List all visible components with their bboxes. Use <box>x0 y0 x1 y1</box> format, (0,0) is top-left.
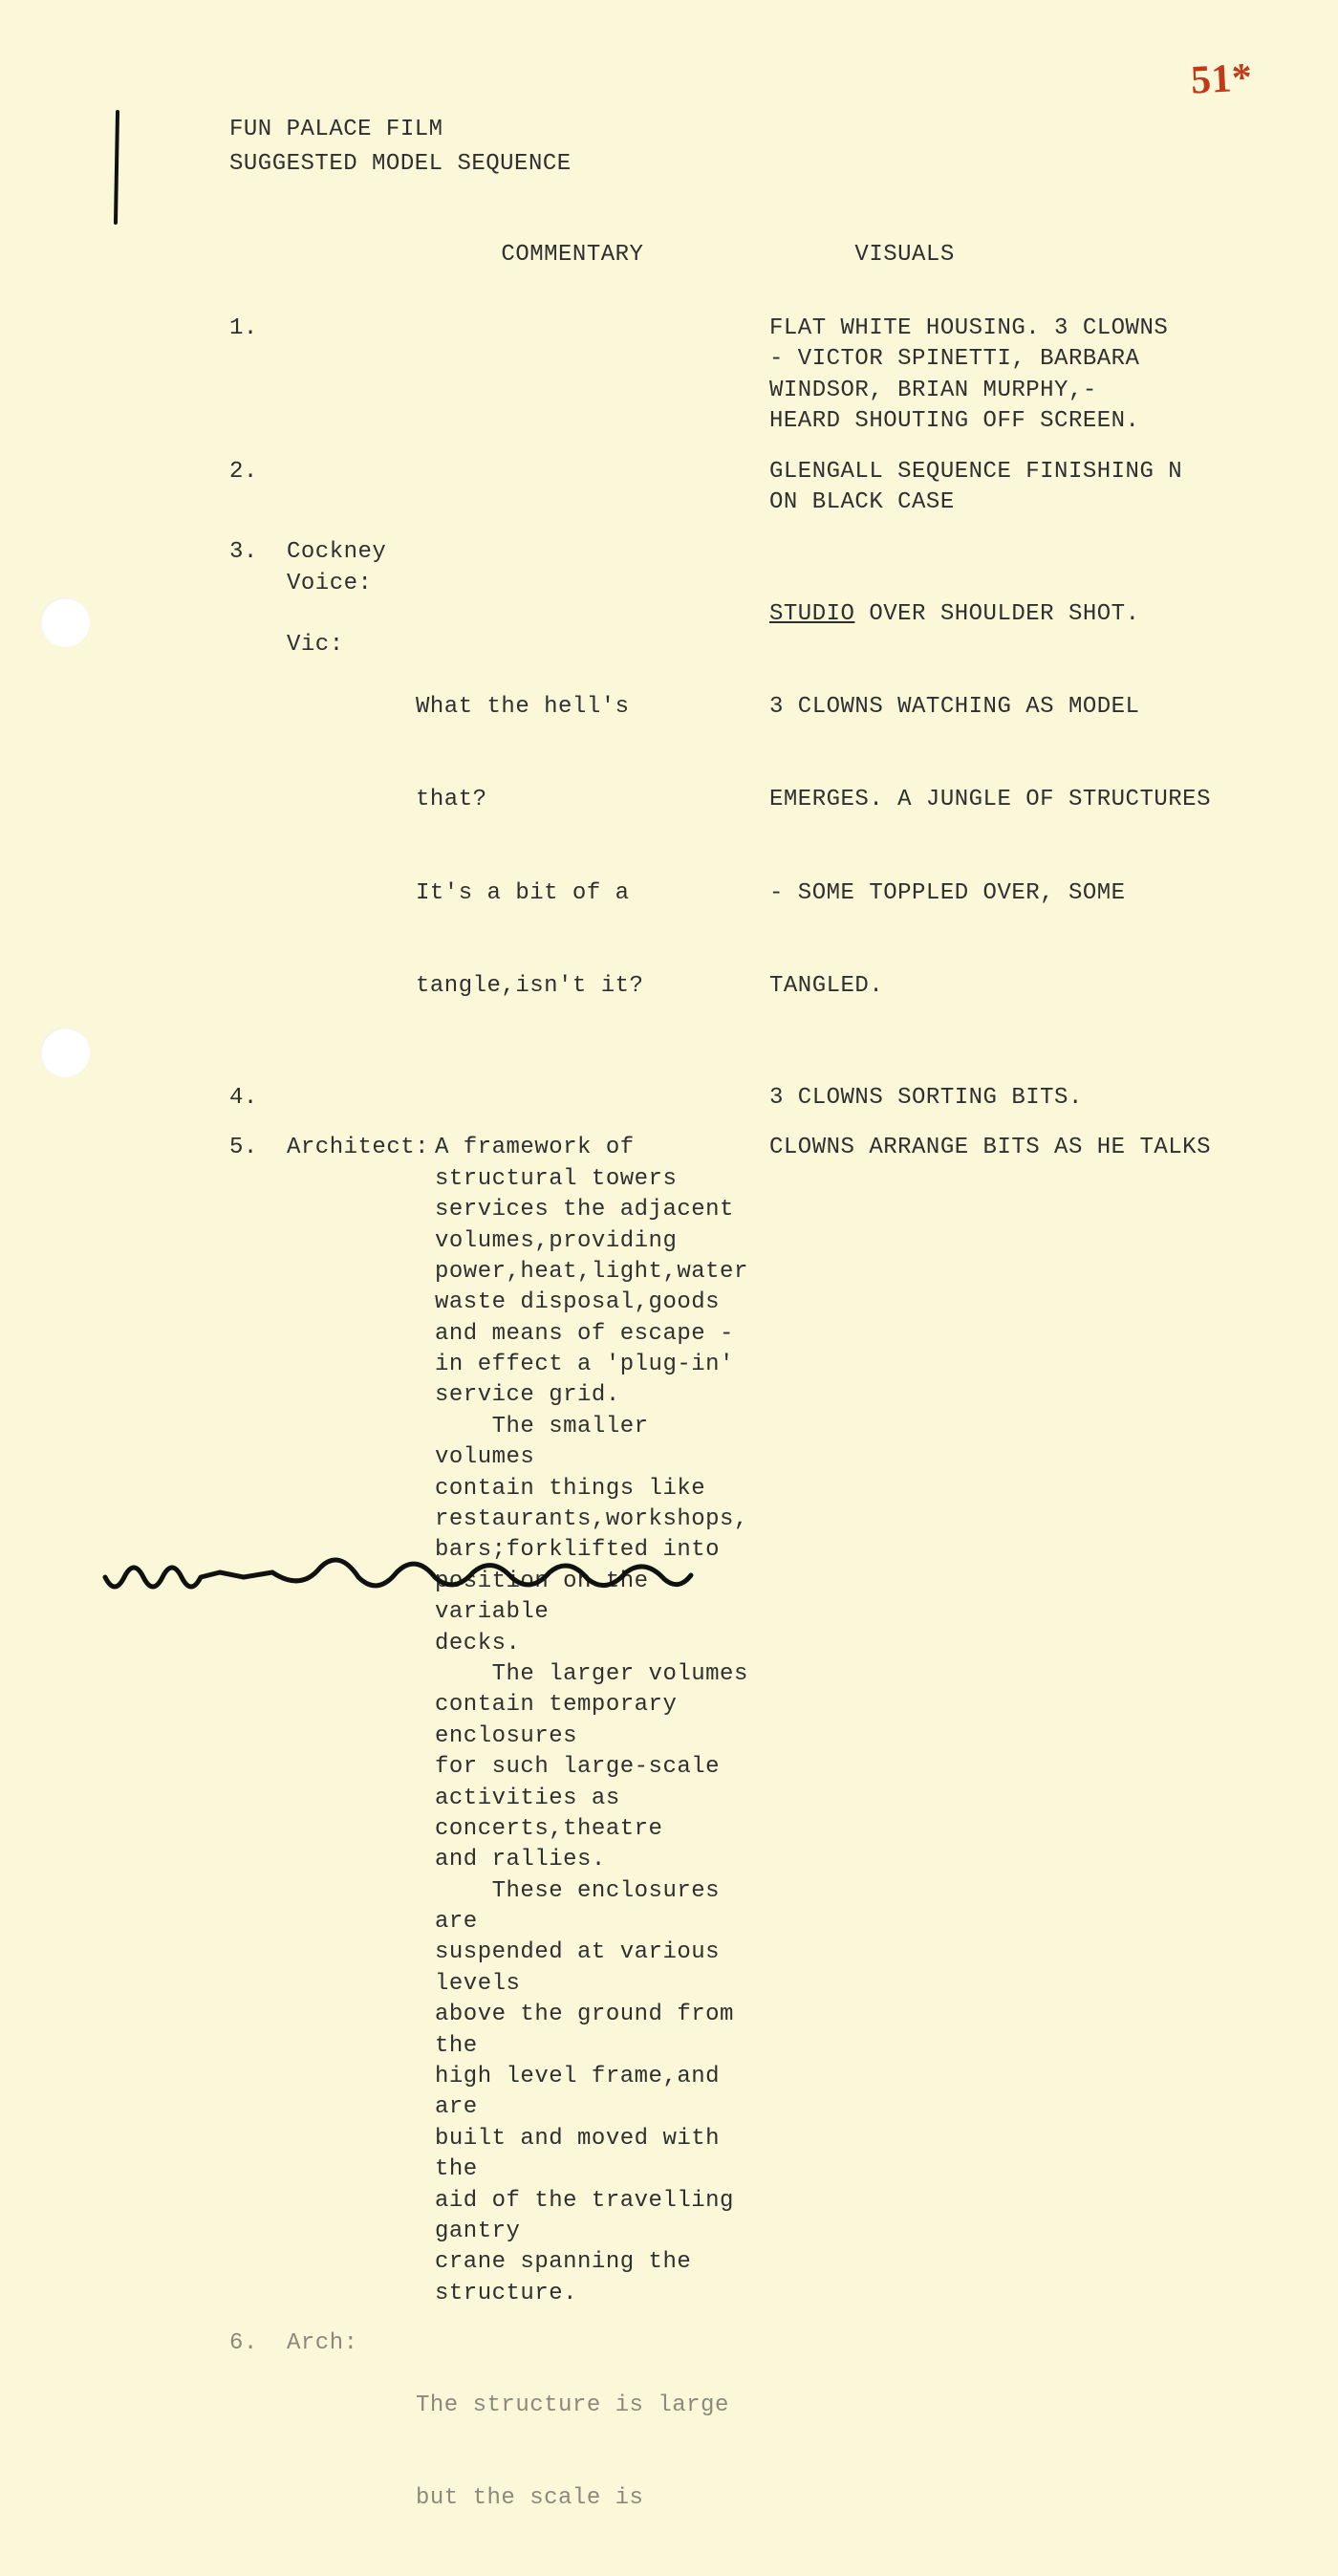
architect-monologue: A framework of structural towers service… <box>435 1133 760 2309</box>
commentary-header: COMMENTARY <box>501 242 643 268</box>
row-number: 6. <box>229 2328 287 2359</box>
sequence-row-struck: 6. Arch: The structure is large but the … <box>229 2328 1242 2576</box>
commentary-line: but the scale is <box>416 2483 760 2514</box>
typed-page: FUN PALACE FILM SUGGESTED MODEL SEQUENCE… <box>229 115 1242 2576</box>
sequence-row: 5. Architect: A framework of structural … <box>229 1133 1242 2309</box>
speaker-label: Cockney <box>287 537 416 568</box>
visuals-header: VISUALS <box>854 242 954 268</box>
visual-text: EMERGES. A JUNGLE OF STRUCTURES <box>769 785 1228 815</box>
sequence-row: 3. Cockney Voice: Vic: What the hell's t… <box>229 537 1242 1064</box>
commentary-line: The structure is large <box>416 2391 760 2421</box>
speaker-label: Arch: <box>287 2328 416 2359</box>
page-number-annotation: 51* <box>1189 51 1253 108</box>
visual-text: OVER SHOULDER SHOT. <box>854 601 1139 627</box>
commentary-line: that? <box>416 785 760 815</box>
document-subtitle: SUGGESTED MODEL SEQUENCE <box>229 149 1242 180</box>
strikethrough-scribble <box>100 1539 712 1596</box>
visual-text: CLOWNS ARRANGE BITS AS HE TALKS <box>769 1133 1228 1163</box>
speaker-label: Vic: <box>287 630 416 660</box>
row-number: 1. <box>229 314 287 344</box>
punch-hole <box>40 597 90 647</box>
column-headers: COMMENTARY VISUALS <box>229 209 1242 302</box>
visual-text: GLENGALL SEQUENCE FINISHING N ON BLACK C… <box>769 457 1228 519</box>
document-title: FUN PALACE FILM <box>229 115 1242 145</box>
sequence-row: 4. 3 CLOWNS SORTING BITS. <box>229 1083 1242 1114</box>
punch-hole <box>40 1028 90 1077</box>
row-number: 4. <box>229 1083 287 1114</box>
visual-underlined: STUDIO <box>769 601 854 627</box>
speaker-label: Voice: <box>287 569 416 599</box>
commentary-line: tangle,isn't it? <box>416 971 760 1002</box>
sequence-row: 2. GLENGALL SEQUENCE FINISHING N ON BLAC… <box>229 457 1242 519</box>
sequence-row: 1. FLAT WHITE HOUSING. 3 CLOWNS - VICTOR… <box>229 314 1242 438</box>
visual-text: 3 CLOWNS SORTING BITS. <box>769 1083 1228 1114</box>
visual-text: TANGLED. <box>769 971 1228 1002</box>
commentary-line: What the hell's <box>416 692 760 723</box>
margin-tick-mark <box>114 110 119 225</box>
visual-text: 3 CLOWNS WATCHING AS MODEL <box>769 692 1228 723</box>
row-number: 3. <box>229 537 287 568</box>
speaker-label: Architect: <box>287 1133 435 1163</box>
row-number: 2. <box>229 457 287 487</box>
row-number: 5. <box>229 1133 287 1163</box>
visual-text: FLAT WHITE HOUSING. 3 CLOWNS - VICTOR SP… <box>769 314 1228 438</box>
commentary-line: It's a bit of a <box>416 878 760 909</box>
visual-text: - SOME TOPPLED OVER, SOME <box>769 878 1228 909</box>
